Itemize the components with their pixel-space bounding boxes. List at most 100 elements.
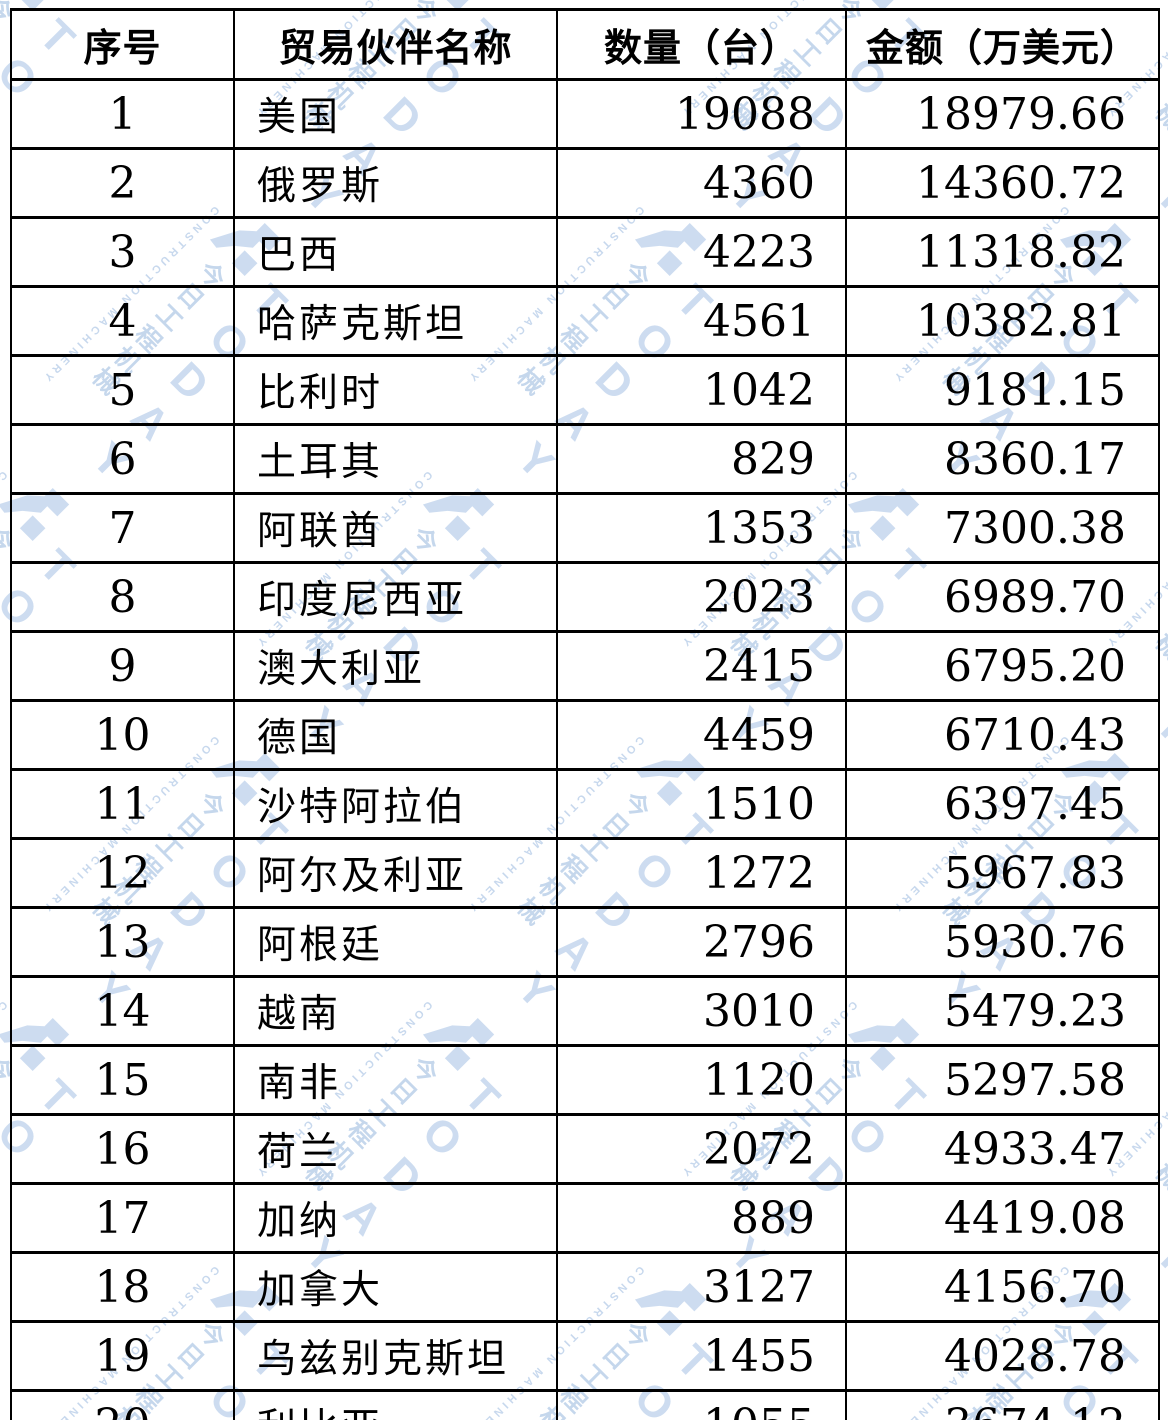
cell-quantity: 1055 — [556, 1389, 847, 1420]
cell-amount: 6795.20 — [845, 630, 1160, 702]
table-row: 3 巴西 4223 11318.82 — [10, 216, 1160, 288]
cell-quantity: 4459 — [556, 699, 847, 771]
cell-rank: 12 — [10, 837, 235, 909]
cell-quantity: 4223 — [556, 216, 847, 288]
cell-partner-name: 阿根廷 — [233, 906, 558, 978]
cell-amount: 4156.70 — [845, 1251, 1160, 1323]
cell-rank: 13 — [10, 906, 235, 978]
cell-rank: 17 — [10, 1182, 235, 1254]
table-row: 2 俄罗斯 4360 14360.72 — [10, 147, 1160, 219]
cell-quantity: 889 — [556, 1182, 847, 1254]
cell-quantity: 2415 — [556, 630, 847, 702]
table-row: 18 加拿大 3127 4156.70 — [10, 1251, 1160, 1323]
table-row: 4 哈萨克斯坦 4561 10382.81 — [10, 285, 1160, 357]
cell-quantity: 2796 — [556, 906, 847, 978]
column-header-index: 序号 — [10, 8, 235, 81]
cell-partner-name: 哈萨克斯坦 — [233, 285, 558, 357]
column-header-partner: 贸易伙伴名称 — [233, 8, 558, 81]
cell-partner-name: 沙特阿拉伯 — [233, 768, 558, 840]
table-row: 17 加纳 889 4419.08 — [10, 1182, 1160, 1254]
table-row: 11 沙特阿拉伯 1510 6397.45 — [10, 768, 1160, 840]
table-row: 5 比利时 1042 9181.15 — [10, 354, 1160, 426]
column-header-quantity: 数量（台） — [556, 8, 847, 81]
cell-rank: 4 — [10, 285, 235, 357]
cell-quantity: 19088 — [556, 78, 847, 150]
cell-partner-name: 利比亚 — [233, 1389, 558, 1420]
cell-amount: 5930.76 — [845, 906, 1160, 978]
cell-rank: 1 — [10, 78, 235, 150]
cell-amount: 7300.38 — [845, 492, 1160, 564]
cell-partner-name: 南非 — [233, 1044, 558, 1116]
cell-amount: 6397.45 — [845, 768, 1160, 840]
cell-rank: 18 — [10, 1251, 235, 1323]
cell-amount: 6989.70 — [845, 561, 1160, 633]
cell-quantity: 1455 — [556, 1320, 847, 1392]
watermark-subtitle: CONSTRUCTION MACHINERY — [0, 998, 10, 1180]
watermark-subtitle: CONSTRUCTION MACHINERY — [0, 468, 10, 650]
cell-rank: 16 — [10, 1113, 235, 1185]
table-row: 10 德国 4459 6710.43 — [10, 699, 1160, 771]
cell-quantity: 829 — [556, 423, 847, 495]
table-row: 7 阿联酋 1353 7300.38 — [10, 492, 1160, 564]
cell-rank: 14 — [10, 975, 235, 1047]
cell-rank: 7 — [10, 492, 235, 564]
cell-amount: 10382.81 — [845, 285, 1160, 357]
cell-partner-name: 美国 — [233, 78, 558, 150]
cell-amount: 4933.47 — [845, 1113, 1160, 1185]
cell-partner-name: 德国 — [233, 699, 558, 771]
table-row: 1 美国 19088 18979.66 — [10, 78, 1160, 150]
cell-quantity: 1120 — [556, 1044, 847, 1116]
cell-amount: 5297.58 — [845, 1044, 1160, 1116]
cell-partner-name: 阿联酋 — [233, 492, 558, 564]
table-row: 6 土耳其 829 8360.17 — [10, 423, 1160, 495]
cell-rank: 2 — [10, 147, 235, 219]
table-row: 20 利比亚 1055 3674.12 — [10, 1389, 1160, 1420]
cell-rank: 3 — [10, 216, 235, 288]
cell-partner-name: 乌兹别克斯坦 — [233, 1320, 558, 1392]
cell-partner-name: 越南 — [233, 975, 558, 1047]
cell-partner-name: 加纳 — [233, 1182, 558, 1254]
header-row: 序号 贸易伙伴名称 数量（台） 金额（万美元） — [10, 8, 1160, 81]
cell-quantity: 3010 — [556, 975, 847, 1047]
cell-amount: 8360.17 — [845, 423, 1160, 495]
table-row: 19 乌兹别克斯坦 1455 4028.78 — [10, 1320, 1160, 1392]
cell-partner-name: 阿尔及利亚 — [233, 837, 558, 909]
cell-quantity: 1042 — [556, 354, 847, 426]
table-row: 14 越南 3010 5479.23 — [10, 975, 1160, 1047]
table-row: 13 阿根廷 2796 5930.76 — [10, 906, 1160, 978]
cell-quantity: 1272 — [556, 837, 847, 909]
table-row: 8 印度尼西亚 2023 6989.70 — [10, 561, 1160, 633]
cell-quantity: 2023 — [556, 561, 847, 633]
cell-partner-name: 印度尼西亚 — [233, 561, 558, 633]
cell-amount: 5967.83 — [845, 837, 1160, 909]
cell-amount: 3674.12 — [845, 1389, 1160, 1420]
cell-amount: 18979.66 — [845, 78, 1160, 150]
table-row: 9 澳大利亚 2415 6795.20 — [10, 630, 1160, 702]
cell-rank: 8 — [10, 561, 235, 633]
watermark-subtitle: CONSTRUCTION MACHINERY — [0, 0, 9, 121]
cell-amount: 11318.82 — [845, 216, 1160, 288]
cell-amount: 9181.15 — [845, 354, 1160, 426]
cell-rank: 6 — [10, 423, 235, 495]
cell-partner-name: 比利时 — [233, 354, 558, 426]
cell-quantity: 3127 — [556, 1251, 847, 1323]
cell-amount: 4419.08 — [845, 1182, 1160, 1254]
cell-rank: 10 — [10, 699, 235, 771]
cell-quantity: 4360 — [556, 147, 847, 219]
cell-partner-name: 加拿大 — [233, 1251, 558, 1323]
table-row: 12 阿尔及利亚 1272 5967.83 — [10, 837, 1160, 909]
cell-rank: 5 — [10, 354, 235, 426]
cell-amount: 14360.72 — [845, 147, 1160, 219]
cell-quantity: 1353 — [556, 492, 847, 564]
cell-rank: 20 — [10, 1389, 235, 1420]
cell-quantity: 2072 — [556, 1113, 847, 1185]
cell-partner-name: 俄罗斯 — [233, 147, 558, 219]
cell-rank: 15 — [10, 1044, 235, 1116]
cell-partner-name: 荷兰 — [233, 1113, 558, 1185]
cell-rank: 9 — [10, 630, 235, 702]
cell-partner-name: 土耳其 — [233, 423, 558, 495]
column-header-amount: 金额（万美元） — [845, 8, 1160, 81]
cell-amount: 4028.78 — [845, 1320, 1160, 1392]
cell-partner-name: 澳大利亚 — [233, 630, 558, 702]
